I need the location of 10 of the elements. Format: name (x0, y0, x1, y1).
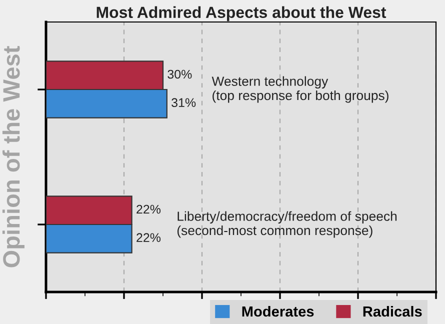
y-tick-label: Liberty/democracy/freedom of speech (second-most common response) (177, 211, 397, 238)
chart-title: Most Admired Aspects about the West (96, 6, 386, 22)
legend-label: Moderates (242, 306, 314, 317)
legend-label: Radicals (363, 306, 422, 317)
data-label: 22% (136, 233, 161, 242)
y-axis-title: Opinion of the West (2, 46, 24, 268)
data-label: 22% (136, 204, 161, 214)
data-label: 30% (168, 70, 192, 79)
y-tick-label: Western technology (top response for both groups) (212, 76, 388, 103)
data-label: 31% (172, 98, 196, 108)
